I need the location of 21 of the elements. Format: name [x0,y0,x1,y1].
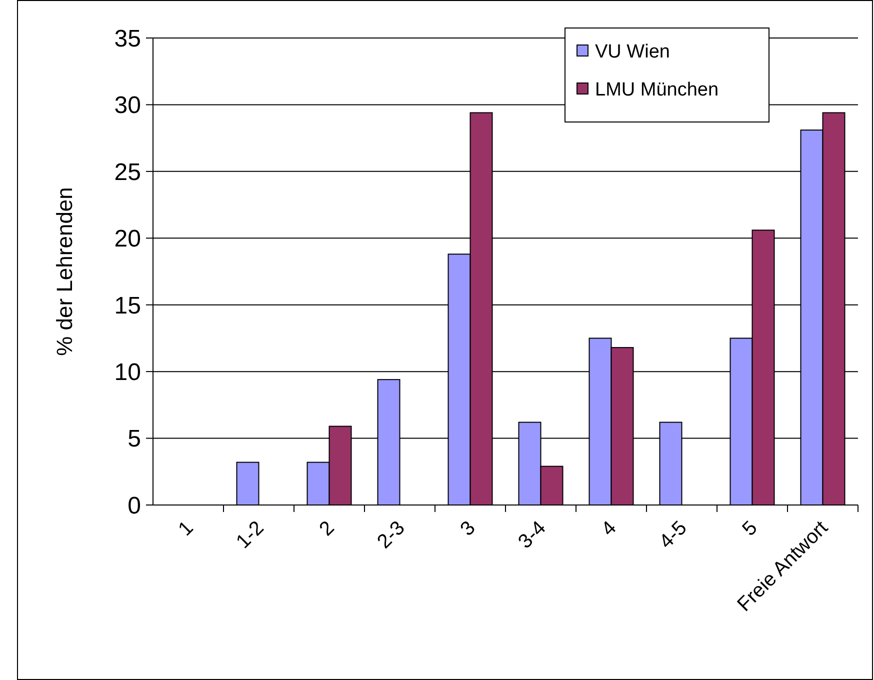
x-tick-label: 4 [597,516,621,540]
y-tick-label: 10 [114,358,141,386]
legend-label: VU Wien [595,42,670,63]
x-tick-label: 2 [315,516,339,540]
x-tick-label: 3 [456,516,480,540]
x-tick-label: 2-3 [373,516,410,553]
x-tick-label: 1 [174,516,198,540]
y-tick-label: 30 [114,92,141,120]
legend-label: LMU München [595,80,719,101]
x-tick-label: 1-2 [232,516,268,553]
y-tick-label: 0 [128,492,141,520]
bar [236,462,260,506]
x-tick-label: 4-5 [655,516,692,553]
y-tick-label: 25 [114,158,141,186]
y-axis-title: % der Lehrenden [52,187,77,356]
x-tick-label: 5 [738,516,762,540]
y-tick-label: 5 [128,426,141,453]
y-tick-label: 15 [114,292,141,320]
y-tick-label: 20 [114,226,141,253]
y-tick-label: 35 [114,25,141,52]
x-tick-label: 3-4 [514,516,550,553]
